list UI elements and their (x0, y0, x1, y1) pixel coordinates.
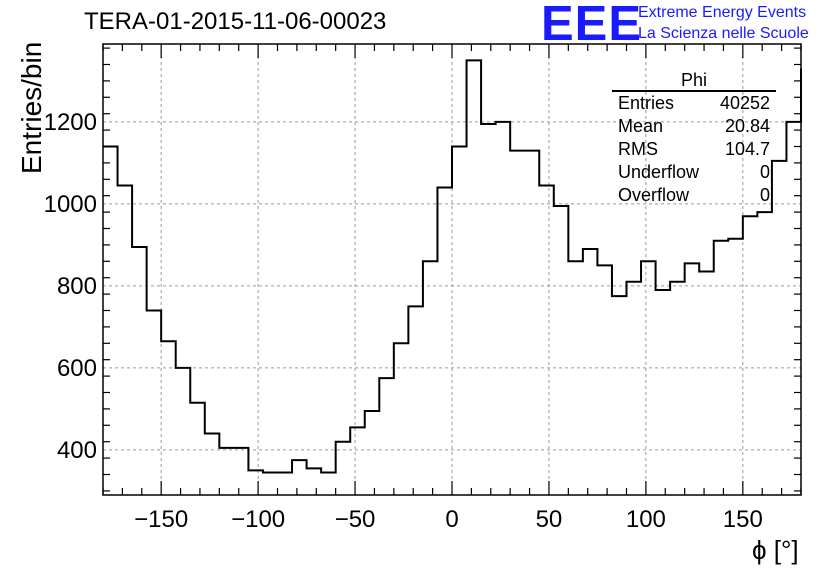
y-axis-label: Entries/bin (16, 41, 47, 174)
histogram-bin (656, 290, 671, 495)
histogram-bin (685, 263, 700, 495)
stats-value: 104.7 (724, 139, 770, 159)
histogram-bin (336, 442, 351, 495)
stats-label: RMS (618, 139, 658, 159)
stats-label: Mean (618, 116, 664, 136)
histogram-bin (278, 472, 293, 495)
histogram-bin (321, 472, 336, 495)
histogram-bin (176, 368, 191, 495)
histogram-bin (365, 411, 380, 495)
x-tick-label: 100 (626, 506, 666, 533)
stats-value: 20.84 (724, 116, 770, 136)
histogram-bin (263, 472, 278, 495)
histogram-bin (292, 460, 307, 495)
histogram-bin (132, 247, 147, 495)
x-tick-label: −150 (134, 506, 188, 533)
histogram-bin (641, 261, 656, 495)
histogram-bin (161, 341, 176, 495)
histogram-bin (103, 147, 118, 496)
y-tick-label: 800 (57, 273, 97, 300)
histogram-bin (627, 282, 642, 495)
histogram-bin (190, 403, 205, 495)
x-tick-label: 0 (445, 506, 458, 533)
histogram-bin (568, 261, 583, 495)
y-tick-label: 1200 (44, 109, 97, 136)
stats-row-underflow: Underflow 0 (612, 161, 776, 184)
histogram-bin (452, 147, 467, 496)
logo-line-2: La Scienza nelle Scuole (638, 25, 809, 42)
stats-row-entries: Entries 40252 (612, 92, 776, 115)
stats-value: 0 (759, 162, 770, 182)
histogram-bin (612, 296, 627, 495)
histogram-bin (670, 282, 685, 495)
histogram-bin (379, 378, 394, 495)
eee-logo: EEE (541, 0, 643, 51)
histogram-bin (728, 239, 743, 495)
histogram-bin (583, 249, 598, 495)
histogram-bin (350, 427, 365, 495)
y-tick-label: 600 (57, 355, 97, 382)
stats-label: Underflow (618, 162, 700, 182)
stats-value: 0 (759, 185, 770, 205)
histogram-bin (118, 185, 133, 495)
stats-label: Overflow (618, 185, 690, 205)
x-tick-label: 150 (723, 506, 763, 533)
x-axis-label: ϕ [°] (752, 535, 799, 565)
histogram-bin (743, 216, 758, 495)
x-tick-label: −50 (335, 506, 376, 533)
histogram-bin (510, 151, 525, 495)
histogram-bin (219, 448, 234, 495)
histogram-bin (437, 188, 452, 496)
histogram-bin (525, 151, 540, 495)
histogram-bin (554, 206, 569, 495)
histogram-bin (467, 60, 482, 495)
histogram-bin (772, 161, 787, 495)
histogram-bin (757, 212, 772, 495)
stats-value: 40252 (719, 93, 770, 113)
chart-title: TERA-01-2015-11-06-00023 (84, 8, 387, 35)
histogram-bin (394, 343, 409, 495)
histogram-bin (147, 311, 162, 496)
histogram-bin (539, 185, 554, 495)
x-tick-label: −100 (231, 506, 285, 533)
histogram-bin (248, 470, 263, 495)
histogram-bin (714, 241, 729, 495)
stats-label: Entries (618, 93, 675, 113)
logo-line-1: Extreme Energy Events (638, 4, 807, 21)
histogram-bin (307, 468, 322, 495)
histogram-bin (423, 261, 438, 495)
histogram-bin (205, 434, 220, 496)
histogram-bin (234, 448, 249, 495)
histogram-bin (408, 306, 423, 495)
stats-title: Phi (612, 70, 776, 92)
stats-box: Phi Entries 40252 Mean 20.84 RMS 104.7 Unde… (612, 70, 776, 207)
histogram-series (103, 59, 802, 474)
stats-row-rms: RMS 104.7 (612, 138, 776, 161)
histogram-bin (597, 265, 612, 495)
stats-row-overflow: Overflow 0 (612, 184, 776, 207)
y-tick-label: 400 (57, 437, 97, 464)
histogram-bin (699, 272, 714, 495)
histogram-bin (786, 122, 801, 495)
y-tick-label: 1000 (44, 191, 97, 218)
stats-row-mean: Mean 20.84 (612, 115, 776, 138)
histogram-bin (481, 124, 496, 495)
x-tick-label: 50 (536, 506, 563, 533)
histogram-bin (496, 122, 511, 495)
